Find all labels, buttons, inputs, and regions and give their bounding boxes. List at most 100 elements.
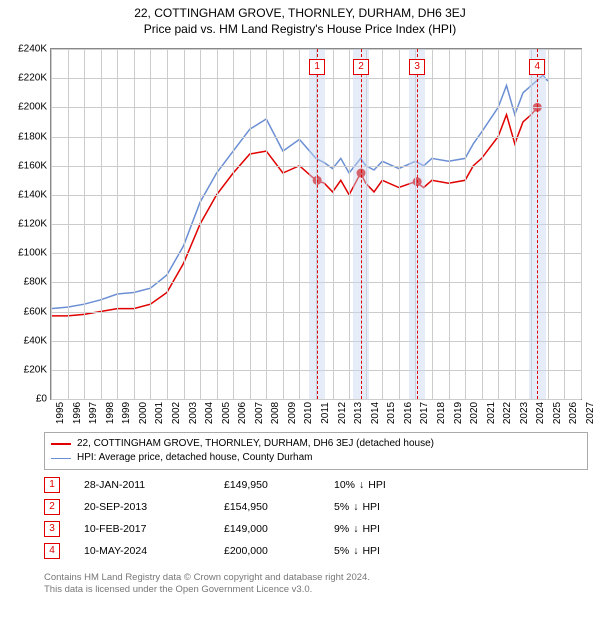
sale-marker-box: 4 xyxy=(529,59,545,75)
legend-row: HPI: Average price, detached house, Coun… xyxy=(51,451,581,465)
sales-diff-pct: 5% xyxy=(334,501,349,513)
ytick-label: £180K xyxy=(18,131,51,142)
gridline-v xyxy=(482,49,483,399)
xtick-label: 2026 xyxy=(564,402,579,424)
gridline-v xyxy=(382,49,383,399)
xtick-label: 2005 xyxy=(217,402,232,424)
gridline-v xyxy=(349,49,350,399)
sales-num-box: 2 xyxy=(44,499,60,515)
sales-diff-pct: 9% xyxy=(334,523,349,535)
arrow-down-icon: ↓ xyxy=(353,545,358,557)
sales-num-box: 4 xyxy=(44,543,60,559)
title-block: 22, COTTINGHAM GROVE, THORNLEY, DURHAM, … xyxy=(0,0,600,36)
gridline-v xyxy=(51,49,52,399)
legend-row: 22, COTTINGHAM GROVE, THORNLEY, DURHAM, … xyxy=(51,437,581,451)
sales-num-box: 1 xyxy=(44,477,60,493)
sales-date: 10-MAY-2024 xyxy=(84,545,224,557)
xtick-label: 2020 xyxy=(465,402,480,424)
gridline-v xyxy=(498,49,499,399)
sales-date: 10-FEB-2017 xyxy=(84,523,224,535)
sales-table-row: 128-JAN-2011£149,95010%↓HPI xyxy=(44,474,454,496)
gridline-v xyxy=(564,49,565,399)
sales-diff-vs: HPI xyxy=(362,545,380,557)
sales-table-row: 220-SEP-2013£154,9505%↓HPI xyxy=(44,496,454,518)
gridline-v xyxy=(184,49,185,399)
sales-diff-vs: HPI xyxy=(368,479,386,491)
legend-label: HPI: Average price, detached house, Coun… xyxy=(77,451,313,465)
xtick-label: 2021 xyxy=(482,402,497,424)
sales-diff: 10%↓HPI xyxy=(334,479,454,491)
gridline-v xyxy=(449,49,450,399)
xtick-label: 2024 xyxy=(531,402,546,424)
sales-diff: 5% ↓ HPI xyxy=(334,545,454,557)
xtick-label: 2015 xyxy=(382,402,397,424)
xtick-label: 2012 xyxy=(333,402,348,424)
xtick-label: 2018 xyxy=(432,402,447,424)
xtick-label: 2027 xyxy=(581,402,596,424)
xtick-label: 2008 xyxy=(266,402,281,424)
sale-dashed-line xyxy=(417,49,418,399)
xtick-label: 1998 xyxy=(101,402,116,424)
xtick-label: 1995 xyxy=(51,402,66,424)
sales-diff: 5%↓HPI xyxy=(334,501,454,513)
sales-diff-pct: 5% xyxy=(334,545,349,557)
legend-swatch xyxy=(51,443,71,445)
sales-diff: 9% ↓ HPI xyxy=(334,523,454,535)
attribution: Contains HM Land Registry data © Crown c… xyxy=(44,572,370,596)
sale-marker-box: 3 xyxy=(409,59,425,75)
title-main: 22, COTTINGHAM GROVE, THORNLEY, DURHAM, … xyxy=(0,6,600,20)
xtick-label: 2001 xyxy=(150,402,165,424)
xtick-label: 1996 xyxy=(68,402,83,424)
gridline-v xyxy=(432,49,433,399)
gridline-v xyxy=(465,49,466,399)
xtick-label: 1999 xyxy=(117,402,132,424)
title-sub: Price paid vs. HM Land Registry's House … xyxy=(0,22,600,36)
chart-container: 22, COTTINGHAM GROVE, THORNLEY, DURHAM, … xyxy=(0,0,600,620)
sales-table-row: 4 10-MAY-2024£200,0005% ↓ HPI xyxy=(44,540,454,562)
gridline-v xyxy=(333,49,334,399)
xtick-label: 2022 xyxy=(498,402,513,424)
xtick-label: 2010 xyxy=(299,402,314,424)
sale-dashed-line xyxy=(537,49,538,399)
sales-table-row: 3 10-FEB-2017£149,0009% ↓ HPI xyxy=(44,518,454,540)
ytick-label: £20K xyxy=(24,364,51,375)
xtick-label: 2009 xyxy=(283,402,298,424)
xtick-label: 2014 xyxy=(366,402,381,424)
ytick-label: £80K xyxy=(24,277,51,288)
sale-dashed-line xyxy=(317,49,318,399)
gridline-v xyxy=(548,49,549,399)
xtick-label: 2013 xyxy=(349,402,364,424)
xtick-label: 2019 xyxy=(449,402,464,424)
sales-price: £200,000 xyxy=(224,545,334,557)
ytick-label: £120K xyxy=(18,219,51,230)
xtick-label: 2025 xyxy=(548,402,563,424)
gridline-v xyxy=(217,49,218,399)
legend-swatch xyxy=(51,458,71,459)
sale-dashed-line xyxy=(361,49,362,399)
gridline-v xyxy=(134,49,135,399)
xtick-label: 2011 xyxy=(316,402,331,424)
gridline-v xyxy=(515,49,516,399)
sales-diff-vs: HPI xyxy=(362,501,380,513)
sales-table: 128-JAN-2011£149,95010%↓HPI220-SEP-2013£… xyxy=(44,474,454,562)
gridline-v xyxy=(581,49,582,399)
gridline-v xyxy=(101,49,102,399)
sale-marker-box: 1 xyxy=(309,59,325,75)
plot-area: £0£20K£40K£60K£80K£100K£120K£140K£160K£1… xyxy=(50,48,582,400)
xtick-label: 2002 xyxy=(167,402,182,424)
ytick-label: £220K xyxy=(18,73,51,84)
gridline-v xyxy=(283,49,284,399)
sales-diff-vs: HPI xyxy=(362,523,380,535)
gridline-v xyxy=(299,49,300,399)
arrow-down-icon: ↓ xyxy=(353,523,358,535)
gridline-v xyxy=(200,49,201,399)
xtick-label: 2023 xyxy=(515,402,530,424)
gridline-v xyxy=(233,49,234,399)
gridline-v xyxy=(68,49,69,399)
gridline-v xyxy=(266,49,267,399)
legend-label: 22, COTTINGHAM GROVE, THORNLEY, DURHAM, … xyxy=(77,437,434,451)
sales-num-box: 3 xyxy=(44,521,60,537)
xtick-label: 2004 xyxy=(200,402,215,424)
sales-date: 20-SEP-2013 xyxy=(84,501,224,513)
sales-price: £149,000 xyxy=(224,523,334,535)
